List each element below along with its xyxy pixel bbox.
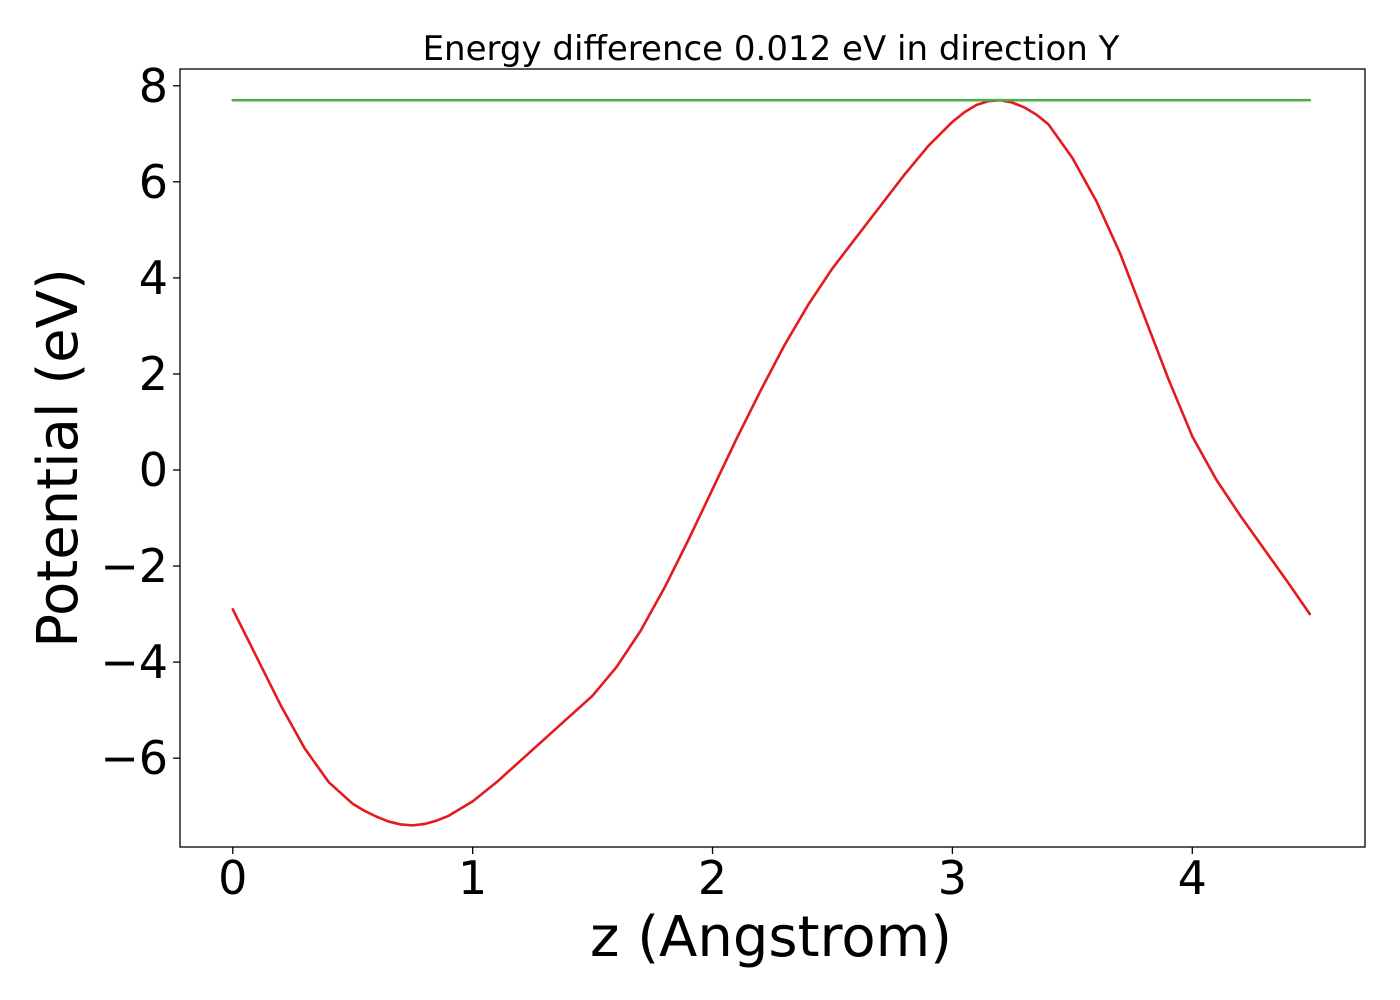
y-tick-label: 0	[139, 443, 168, 497]
plot-lines	[231, 98, 1312, 827]
y-axis-label: Potential (eV)	[26, 268, 91, 648]
plot-frame	[179, 68, 1366, 848]
y-tick-label: −2	[100, 539, 168, 593]
y-tick-label: 6	[139, 155, 168, 209]
y-tick-label: −4	[100, 635, 168, 689]
y-tick-label: 4	[139, 251, 168, 305]
x-axis-label: z (Angstrom)	[590, 905, 952, 970]
chart-title: Energy difference 0.012 eV in direction …	[423, 29, 1120, 69]
x-tick-label: 4	[1178, 851, 1207, 905]
x-tick-label: 3	[938, 851, 967, 905]
y-axis-ticks: 8 6 4 2 0 −2 −4 −6	[100, 59, 180, 785]
x-axis-ticks: 0 1 2 3 4	[218, 847, 1207, 905]
y-tick-label: 2	[139, 347, 168, 401]
series-line-0	[231, 98, 1312, 827]
x-tick-label: 2	[698, 851, 727, 905]
y-tick-label: −6	[100, 731, 168, 785]
y-tick-label: 8	[139, 59, 168, 113]
x-tick-label: 1	[458, 851, 487, 905]
x-tick-label: 0	[218, 851, 247, 905]
